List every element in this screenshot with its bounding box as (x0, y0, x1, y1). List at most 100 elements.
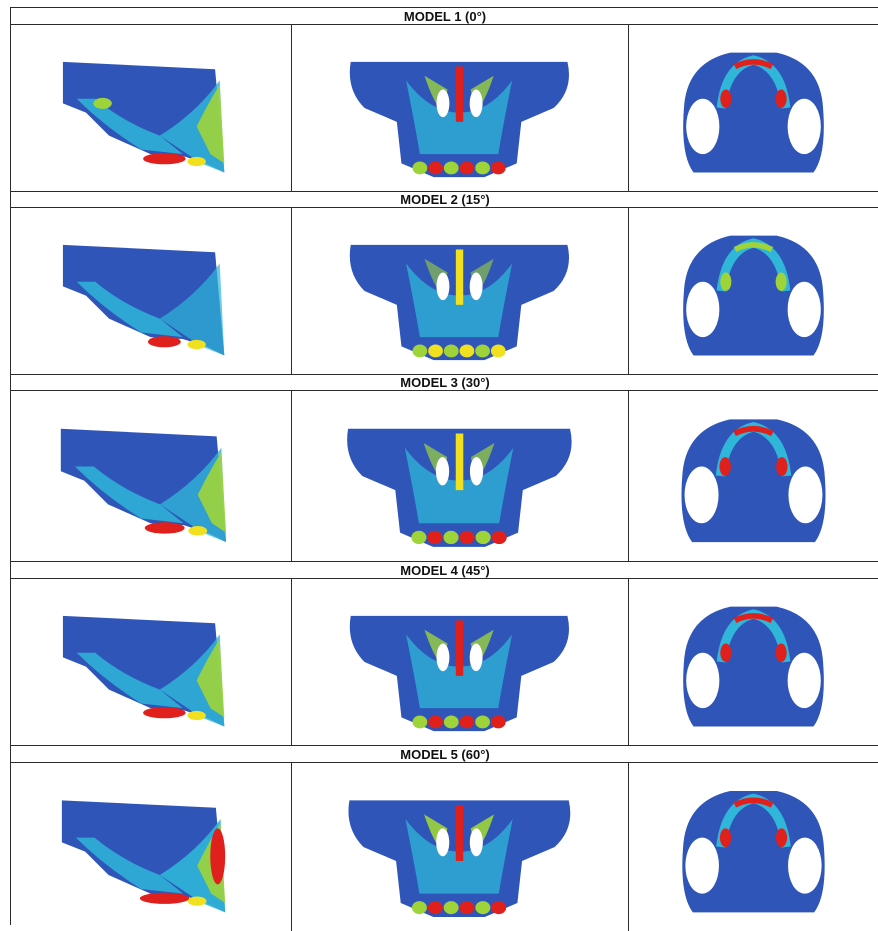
occlusal-bone (682, 791, 825, 913)
frontal-view-cell (292, 25, 629, 191)
tooth-stress (459, 344, 475, 358)
tooth-stress (491, 901, 507, 915)
model-row (11, 391, 878, 562)
stress-hotspot (143, 707, 186, 719)
tooth-stress (412, 344, 428, 358)
occlusal-view-cell (629, 208, 878, 374)
stress-zone (455, 66, 464, 122)
orbit-opening (787, 281, 821, 338)
stress-zone (455, 805, 464, 861)
nasal-aperture (436, 272, 450, 301)
orbit-opening (686, 281, 720, 338)
stress-zone (76, 98, 183, 155)
frontal-stress-map (347, 428, 572, 547)
occlusal-bone (683, 52, 824, 173)
occlusal-stress-map (683, 52, 824, 173)
tooth-stress (490, 715, 506, 729)
incisor-stress (733, 59, 774, 70)
orbit-opening (787, 98, 821, 155)
nasal-aperture (436, 89, 450, 118)
tooth-stress (411, 901, 427, 915)
nasal-aperture (469, 828, 483, 857)
stress-hotspot (188, 526, 208, 536)
nasal-aperture (436, 643, 450, 672)
tooth-stress (428, 161, 443, 175)
nasal-aperture (435, 457, 450, 486)
nasal-aperture (436, 828, 450, 857)
nasal-aperture (469, 643, 483, 672)
stress-zone (75, 837, 184, 894)
tooth-stress (443, 344, 459, 358)
nasal-aperture (469, 89, 483, 118)
tooth-stress (443, 715, 459, 729)
incisor-stress (733, 242, 774, 253)
tooth-stress (428, 715, 443, 729)
tooth-stress (459, 530, 475, 544)
stress-hotspot (187, 710, 206, 721)
tooth-stress (490, 161, 506, 175)
stress-zone (76, 281, 183, 338)
occlusal-stress-map (681, 419, 826, 543)
orbit-opening (685, 837, 719, 894)
orbit-opening (686, 98, 720, 155)
stress-hotspot (187, 339, 206, 350)
tooth-stress (475, 344, 490, 358)
model-block: MODEL 2 (15°) (11, 191, 878, 375)
nasal-aperture (469, 272, 483, 301)
occlusal-bone (683, 606, 824, 727)
orbit-opening (788, 837, 822, 894)
tooth-stress (427, 901, 443, 915)
model-title: MODEL 4 (45°) (11, 562, 878, 579)
occlusal-view-cell (629, 763, 878, 931)
tooth-stress (459, 901, 475, 915)
incisor-stress (733, 797, 774, 808)
lateral-stress-map (60, 428, 227, 543)
frontal-stress-map (349, 61, 569, 178)
tooth-stress (443, 901, 459, 915)
lateral-stress-map (62, 61, 225, 173)
occlusal-view-cell (629, 391, 878, 561)
orbit-opening (788, 466, 823, 524)
tooth-stress (412, 715, 428, 729)
stress-zone (93, 97, 112, 109)
tooth-stress (443, 161, 459, 175)
model-title: MODEL 3 (30°) (11, 374, 878, 391)
stress-comparison-table: MODEL 1 (0°) MODEL 2 (15°) MODEL 3 (30°) MO… (10, 7, 878, 931)
lateral-stress-map (61, 800, 226, 913)
tooth-stress (475, 530, 491, 544)
frontal-stress-map (348, 800, 571, 917)
model-title: MODEL 2 (15°) (11, 191, 878, 208)
stress-hotspot (139, 892, 190, 904)
frontal-stress-map (349, 615, 569, 732)
lateral-view-cell (11, 391, 292, 561)
model-title: MODEL 5 (60°) (11, 746, 878, 763)
frontal-view-cell (292, 579, 629, 745)
molar-stress (720, 643, 732, 662)
lateral-stress-map (62, 615, 225, 727)
frontal-stress-map (349, 244, 569, 361)
tooth-stress (443, 530, 459, 544)
tooth-stress (490, 344, 506, 358)
tooth-stress (411, 530, 427, 544)
tooth-stress (459, 715, 475, 729)
orbit-opening (686, 652, 720, 709)
occlusal-stress-map (683, 235, 824, 356)
stress-zone (196, 638, 225, 718)
tooth-stress (475, 901, 491, 915)
lateral-view-cell (11, 208, 292, 374)
stress-zone (455, 620, 464, 676)
molar-stress (720, 272, 732, 291)
stress-hotspot (187, 156, 206, 167)
tooth-stress (412, 161, 428, 175)
model-title: MODEL 1 (0°) (11, 8, 878, 25)
tooth-stress (428, 344, 443, 358)
model-row (11, 763, 878, 931)
molar-stress (775, 828, 788, 847)
incisor-stress (733, 613, 774, 624)
stress-hotspot (210, 828, 226, 885)
stress-zone (159, 263, 225, 356)
occlusal-view-cell (629, 579, 878, 745)
nasal-aperture (469, 457, 484, 486)
stress-zone (76, 652, 183, 709)
frontal-view-cell (292, 208, 629, 374)
